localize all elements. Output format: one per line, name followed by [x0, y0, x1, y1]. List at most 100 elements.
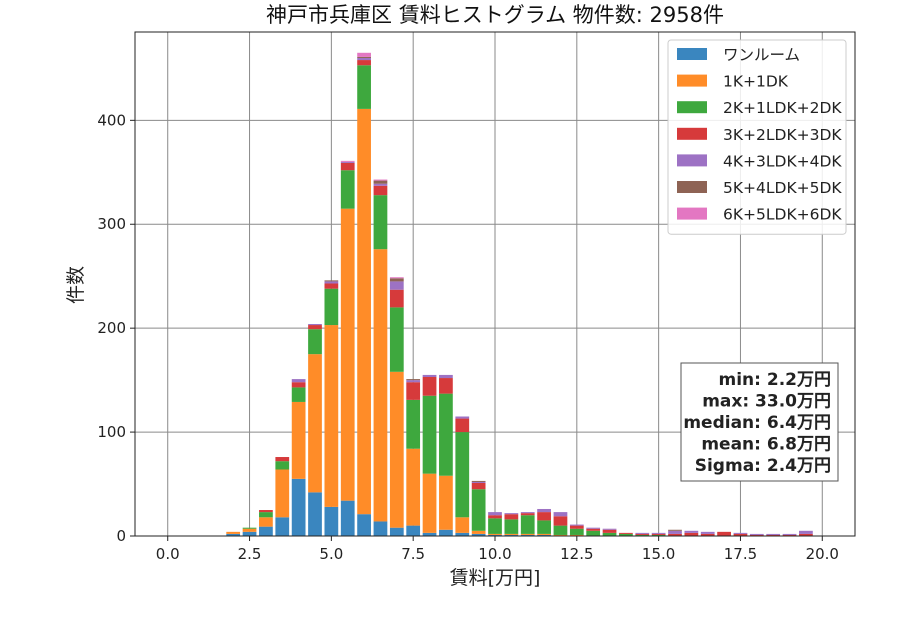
bar-segment [259, 517, 273, 527]
bar-segment [684, 532, 699, 536]
bar-segment [308, 354, 322, 493]
bar-segment [537, 520, 551, 534]
bar-segment [799, 533, 813, 536]
bar-segment [619, 532, 633, 534]
bar-segment [324, 288, 339, 326]
bar-segment [733, 533, 748, 536]
legend-label: 2K+1LDK+2DK [723, 99, 842, 117]
y-tick-label: 200 [97, 319, 126, 337]
legend-label: 6K+5LDK+6DK [723, 206, 842, 224]
bar-segment [569, 525, 584, 529]
bar-segment [537, 508, 551, 513]
bar-segment [357, 514, 371, 536]
legend-label: 4K+3LDK+4DK [723, 152, 842, 170]
bar-segment [520, 533, 535, 535]
x-tick-label: 15.0 [642, 545, 675, 563]
bar-segment [389, 277, 404, 279]
bar-segment [389, 289, 404, 308]
bar-segment [373, 180, 388, 184]
bar-segment [619, 533, 633, 536]
legend-label: 5K+4LDK+5DK [723, 179, 842, 197]
bar-segment [226, 531, 241, 534]
bar-segment [291, 401, 306, 479]
bar-segment [357, 60, 371, 66]
bar-segment [373, 183, 388, 186]
bar-segment [406, 448, 421, 526]
bar-segment [324, 506, 339, 536]
y-tick-label: 400 [97, 111, 126, 129]
bar-segment [308, 325, 322, 330]
bar-segment [275, 457, 290, 462]
bar-segment [504, 519, 519, 534]
bar-segment [373, 185, 388, 196]
bar-segment [635, 534, 650, 536]
bar-segment [717, 531, 731, 536]
bar-segment [422, 377, 437, 396]
bar-segment [242, 528, 257, 532]
bar-segment [471, 483, 486, 490]
bar-segment [504, 533, 519, 535]
x-tick-label: 20.0 [806, 545, 839, 563]
bar-segment [537, 512, 551, 521]
bar-segment [389, 527, 404, 536]
x-tick-label: 12.5 [560, 545, 593, 563]
bar-segment [308, 324, 322, 326]
bar-segment [799, 530, 813, 534]
bar-segment [357, 57, 371, 61]
bar-segment [471, 533, 486, 536]
bar-segment [291, 382, 306, 388]
bar-segment [406, 379, 421, 381]
stats-frame [680, 362, 839, 482]
bar-segment [553, 525, 568, 535]
bar-segment [455, 418, 470, 433]
bar-segment [324, 325, 339, 507]
bar-segment [602, 532, 617, 536]
bar-segment [488, 534, 502, 536]
bar-segment [586, 530, 601, 536]
bar-segment [569, 524, 584, 526]
bar-segment [324, 283, 339, 289]
bar-segment [520, 512, 535, 514]
bar-segment [766, 533, 781, 535]
bar-segment [504, 513, 519, 515]
bar-segment [651, 532, 666, 534]
bar-segment [651, 533, 666, 535]
bar-segment [782, 533, 797, 535]
bar-segment [455, 432, 470, 518]
stats-line: median: 6.4万円 [683, 413, 831, 433]
legend-label: 1K+1DK [723, 73, 789, 91]
bar-segment [275, 461, 290, 470]
x-tick-label: 0.0 [156, 545, 180, 563]
y-tick-label: 300 [97, 215, 126, 233]
bar-segment [520, 534, 535, 536]
bar-segment [275, 469, 290, 518]
legend: ワンルーム 1K+1DK 2K+1LDK+2DK 3K+2LDK+3DK 4K+3LDK… [667, 39, 847, 235]
bar-segment [455, 517, 470, 533]
bar-segment [455, 532, 470, 536]
bar-segment [373, 249, 388, 522]
bar-segment [406, 382, 421, 400]
bar-segment [439, 374, 453, 379]
bar-segment [357, 52, 371, 57]
bar-segment [439, 475, 453, 530]
x-tick-label: 2.5 [238, 545, 262, 563]
bar-segment [537, 533, 551, 535]
bar-segment [471, 480, 486, 482]
y-tick-label: 0 [116, 527, 126, 545]
legend-swatch [677, 154, 707, 167]
bar-segment [340, 208, 355, 501]
bar-segment [749, 534, 764, 536]
bar-segment [406, 399, 421, 449]
bar-segment [733, 532, 748, 534]
bar-segment [586, 527, 601, 529]
legend-label: 3K+2LDK+3DK [723, 126, 842, 144]
y-axis-title: 件数 [65, 266, 87, 304]
bar-segment [422, 473, 437, 533]
legend-frame [667, 39, 847, 235]
bar-segment [586, 528, 601, 531]
bar-segment [520, 515, 535, 534]
bar-segment [406, 525, 421, 536]
bar-segment [259, 512, 273, 518]
